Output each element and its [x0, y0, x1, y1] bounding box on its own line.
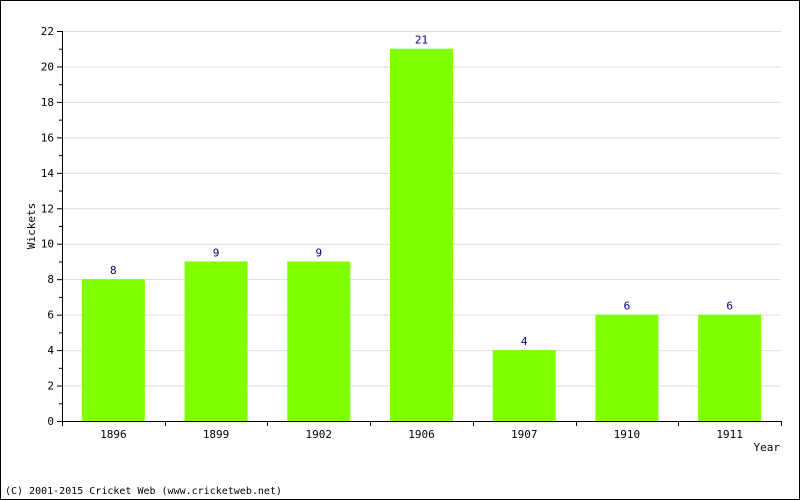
bar-1911	[698, 314, 762, 421]
data-label: 6	[726, 300, 733, 313]
data-label: 4	[521, 335, 528, 348]
y-tick-label: 20	[41, 60, 54, 73]
bar-1910	[595, 314, 659, 421]
y-ticks: 0 2 4 6 8 10 12 14 16 18 20 22	[41, 25, 62, 428]
x-tick-label: 1907	[511, 428, 538, 441]
data-labels: 8 9 9 21 4 6 6	[110, 34, 733, 348]
y-tick-label: 18	[41, 96, 54, 109]
x-tick-label: 1910	[614, 428, 641, 441]
x-tick-label: 1906	[408, 428, 435, 441]
bar-1902	[287, 261, 351, 421]
y-tick-label: 0	[47, 415, 54, 428]
bar-1907	[492, 350, 556, 421]
data-label: 6	[624, 300, 631, 313]
y-tick-label: 8	[47, 273, 54, 286]
y-tick-label: 16	[41, 131, 54, 144]
y-tick-label: 4	[47, 344, 54, 357]
x-ticks: 1896 1899 1902 1906 1907 1910 1911	[62, 421, 782, 441]
bar-1899	[184, 261, 248, 421]
y-tick-label: 14	[41, 167, 55, 180]
y-tick-label: 6	[47, 309, 54, 322]
data-label: 8	[110, 264, 117, 277]
bar-1906	[390, 48, 453, 422]
copyright-footer: (C) 2001-2015 Cricket Web (www.cricketwe…	[5, 486, 282, 497]
y-tick-label: 2	[47, 380, 54, 393]
x-axis-title: Year	[754, 441, 781, 454]
y-tick-label: 22	[41, 25, 54, 38]
data-label: 9	[315, 246, 322, 259]
x-tick-label: 1902	[306, 428, 333, 441]
y-tick-label: 10	[41, 238, 54, 251]
y-tick-label: 12	[41, 202, 54, 215]
bars	[81, 48, 762, 422]
x-tick-label: 1911	[716, 428, 743, 441]
data-label: 9	[213, 246, 220, 259]
x-tick-label: 1896	[100, 428, 127, 441]
bar-1896	[81, 279, 145, 421]
y-axis-title: Wickets	[25, 203, 38, 249]
x-tick-label: 1899	[203, 428, 230, 441]
data-label: 21	[415, 34, 428, 47]
axes	[62, 31, 781, 422]
